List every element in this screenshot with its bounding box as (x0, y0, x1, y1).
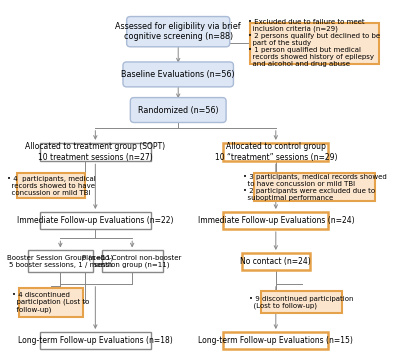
Text: Randomized (n=56): Randomized (n=56) (138, 106, 218, 115)
Text: Placebo-Control non-booster
session group (n=11): Placebo-Control non-booster session grou… (82, 255, 182, 268)
Text: • 4  participants, medical
  records showed to have
  concussion or mild TBI: • 4 participants, medical records showed… (7, 176, 96, 196)
FancyBboxPatch shape (130, 98, 226, 122)
FancyBboxPatch shape (123, 62, 234, 87)
Text: Immediate Follow-up Evaluations (n=22): Immediate Follow-up Evaluations (n=22) (17, 216, 174, 225)
Text: Baseline Evaluations (n=56): Baseline Evaluations (n=56) (121, 70, 235, 79)
Text: • 3 participants, medical records showed
  to have concussion or mild TBI
• 2 pa: • 3 participants, medical records showed… (243, 174, 386, 201)
FancyBboxPatch shape (40, 143, 150, 161)
Text: • 4 discontinued
  participation (Lost to
  follow-up): • 4 discontinued participation (Lost to … (12, 292, 90, 313)
FancyBboxPatch shape (40, 332, 150, 349)
Text: Booster Session Group (n=11)
5 booster sessions, 1 / month: Booster Session Group (n=11) 5 booster s… (7, 255, 114, 268)
Text: No contact (n=24): No contact (n=24) (240, 257, 311, 266)
FancyBboxPatch shape (17, 173, 85, 199)
FancyBboxPatch shape (127, 17, 230, 47)
FancyBboxPatch shape (223, 143, 328, 161)
Text: • 9 discontinued participation
  (Lost to follow-up): • 9 discontinued participation (Lost to … (249, 296, 354, 309)
FancyBboxPatch shape (19, 288, 83, 317)
FancyBboxPatch shape (261, 292, 342, 313)
FancyBboxPatch shape (40, 212, 150, 229)
FancyBboxPatch shape (223, 332, 328, 349)
Text: Long-term Follow-up Evaluations (n=15): Long-term Follow-up Evaluations (n=15) (198, 336, 353, 345)
Text: Allocated to treatment group (SOPT)
10 treatment sessions (n=27): Allocated to treatment group (SOPT) 10 t… (25, 143, 165, 162)
FancyBboxPatch shape (102, 250, 162, 272)
FancyBboxPatch shape (250, 23, 379, 64)
FancyBboxPatch shape (254, 173, 375, 201)
FancyBboxPatch shape (223, 212, 328, 229)
FancyBboxPatch shape (28, 250, 92, 272)
FancyBboxPatch shape (242, 253, 310, 270)
Text: Assessed for eligibility via brief
cognitive screening (n=88): Assessed for eligibility via brief cogni… (115, 22, 241, 41)
Text: • Excluded due to failure to meet
  inclusion criteria (n=29)
• 2 persons qualif: • Excluded due to failure to meet inclus… (248, 19, 380, 67)
Text: Long-term Follow-up Evaluations (n=18): Long-term Follow-up Evaluations (n=18) (18, 336, 173, 345)
Text: Immediate Follow-up Evaluations (n=24): Immediate Follow-up Evaluations (n=24) (198, 216, 354, 225)
Text: Allocated to control group
10 “treatment” sessions (n=29): Allocated to control group 10 “treatment… (214, 143, 337, 162)
